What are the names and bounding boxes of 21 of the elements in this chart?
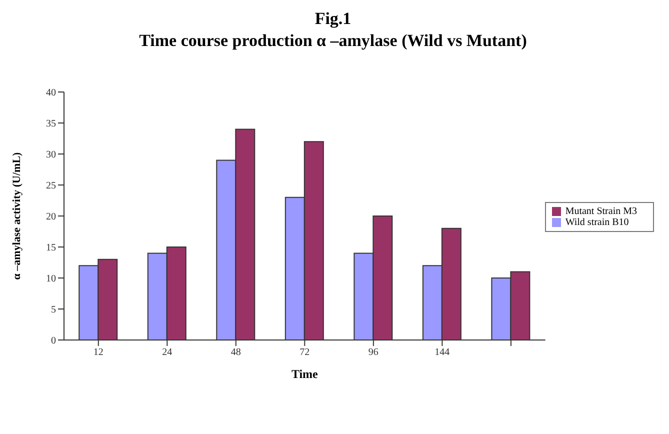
x-tick-label: 48 <box>230 347 241 358</box>
x-tick-label: 96 <box>368 347 378 358</box>
x-axis-title: Time <box>291 367 319 381</box>
y-tick-label: 10 <box>46 274 56 285</box>
y-tick-label: 0 <box>51 336 56 347</box>
chart-subtitle: Time course production α –amylase (Wild vs Mutant) <box>138 30 528 52</box>
x-tick-label: 72 <box>300 347 310 358</box>
y-tick-label: 20 <box>46 212 56 223</box>
x-tick-label: 144 <box>434 347 450 358</box>
y-axis-title: α –amylase activity (U/mL) <box>10 152 23 280</box>
legend-label: Wild strain B10 <box>565 217 629 228</box>
x-tick-label: 12 <box>93 347 104 358</box>
y-tick-label: 30 <box>46 150 56 161</box>
y-tick-label: 5 <box>51 304 56 316</box>
y-tick-label: 40 <box>46 88 56 99</box>
y-tick-label: 15 <box>46 242 56 254</box>
y-tick-label: 35 <box>46 118 56 130</box>
x-tick-label: 24 <box>162 347 172 358</box>
legend-label: Mutant Strain M3 <box>565 206 637 217</box>
y-tick-label: 25 <box>46 180 56 192</box>
chart-title: Fig.1 <box>314 8 352 30</box>
